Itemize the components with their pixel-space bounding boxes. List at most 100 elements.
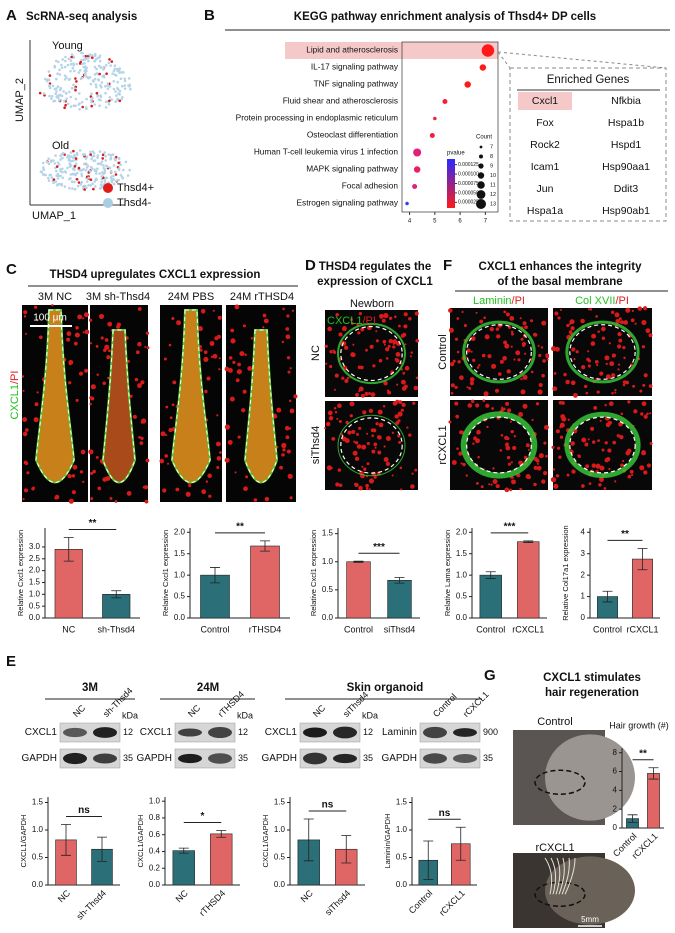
- nucleus: [527, 448, 531, 451]
- y-tick-label: 1.0: [32, 825, 44, 834]
- nucleus: [495, 484, 500, 489]
- cell-dot: [84, 162, 88, 165]
- band: [303, 727, 327, 738]
- bar: [479, 574, 502, 619]
- cell-dot: [80, 51, 83, 55]
- y-axis-label: CXCL1/GAPDH: [261, 815, 270, 868]
- nucleus: [287, 473, 293, 479]
- x-tick-label: 6: [458, 219, 462, 225]
- x-tick-label: NC: [174, 888, 191, 905]
- nucleus: [577, 454, 581, 459]
- nucleus: [84, 329, 90, 335]
- nucleus: [326, 465, 332, 471]
- y-tick-label: 0.5: [322, 585, 334, 594]
- nucleus: [333, 388, 337, 391]
- band: [178, 753, 202, 764]
- cell-dot: [90, 100, 93, 104]
- cell-dot: [62, 90, 65, 93]
- nucleus: [90, 384, 96, 390]
- cell-dot: [95, 85, 98, 89]
- nucleus: [509, 488, 513, 492]
- nucleus: [282, 448, 286, 452]
- nucleus: [408, 433, 412, 437]
- nucleus: [501, 406, 504, 409]
- nucleus: [330, 467, 333, 470]
- legend-title: pvalue: [447, 151, 465, 157]
- nucleus: [561, 401, 565, 405]
- nucleus: [171, 403, 175, 407]
- nucleus: [500, 433, 504, 437]
- size-label: 13: [490, 201, 496, 207]
- nucleus: [569, 319, 575, 325]
- size-swatch: [477, 181, 485, 189]
- nucleus: [138, 436, 141, 439]
- nucleus: [538, 453, 544, 459]
- nucleus: [162, 488, 167, 493]
- cell-dot: [85, 75, 88, 79]
- nucleus: [641, 450, 646, 455]
- size-swatch: [476, 190, 486, 199]
- cell-dot: [71, 159, 75, 163]
- nucleus: [281, 340, 285, 344]
- nucleus: [146, 346, 150, 350]
- cell-dot: [93, 159, 97, 162]
- nucleus: [244, 353, 247, 356]
- cell-dot: [66, 63, 70, 67]
- nucleus: [510, 330, 514, 334]
- nucleus: [171, 316, 175, 321]
- nucleus: [552, 386, 558, 392]
- category-label: MAPK signaling pathway: [306, 164, 399, 174]
- nucleus: [509, 316, 515, 321]
- hair: [544, 857, 553, 895]
- cell-dot: [50, 97, 53, 100]
- nucleus: [216, 334, 221, 339]
- nucleus: [22, 431, 28, 437]
- y-tick-label: 1.0: [29, 589, 41, 598]
- band: [423, 753, 447, 764]
- cell-dot: [120, 71, 124, 74]
- bar: [250, 545, 280, 619]
- stain-label: CXCL1/PI: [9, 371, 21, 420]
- nucleus: [581, 365, 586, 370]
- nucleus: [616, 344, 622, 349]
- bar: [517, 541, 540, 619]
- nucleus: [293, 394, 298, 399]
- nucleus: [546, 358, 549, 361]
- band: [303, 752, 327, 765]
- nucleus: [640, 412, 644, 416]
- membrane: [564, 411, 641, 479]
- nucleus: [615, 318, 621, 324]
- y-tick-label: 1.5: [456, 549, 468, 558]
- nucleus: [597, 330, 600, 333]
- nucleus: [543, 471, 548, 476]
- error-bar: [61, 824, 71, 856]
- nucleus: [541, 479, 546, 484]
- y-axis-label: Laminin/GAPDH: [383, 813, 392, 868]
- nucleus: [134, 377, 139, 382]
- y-tick-label: 1.0: [322, 557, 334, 566]
- nucleus: [571, 347, 576, 352]
- cell-dot: [83, 188, 86, 191]
- nucleus: [452, 359, 456, 363]
- chart-title: Hair growth (#): [609, 720, 669, 730]
- nucleus: [454, 385, 458, 390]
- cell-dot: [89, 82, 93, 86]
- cell-dot: [54, 180, 58, 183]
- nucleus: [599, 465, 605, 471]
- nucleus: [510, 461, 513, 464]
- cell-dot: [88, 76, 92, 79]
- nucleus: [281, 442, 287, 449]
- x-tick-label: sh-Thsd4: [97, 624, 135, 634]
- nucleus: [74, 332, 80, 338]
- nucleus: [245, 475, 249, 479]
- outline: [466, 416, 532, 474]
- error-bar: [341, 835, 352, 864]
- nucleus: [632, 384, 636, 388]
- nucleus: [512, 445, 517, 451]
- stain-label: Laminin/PI: [473, 295, 525, 307]
- nucleus: [491, 365, 495, 369]
- cell-dot: [78, 102, 81, 105]
- nucleus: [532, 332, 537, 337]
- cell-dot: [124, 160, 128, 164]
- nucleus: [341, 376, 345, 380]
